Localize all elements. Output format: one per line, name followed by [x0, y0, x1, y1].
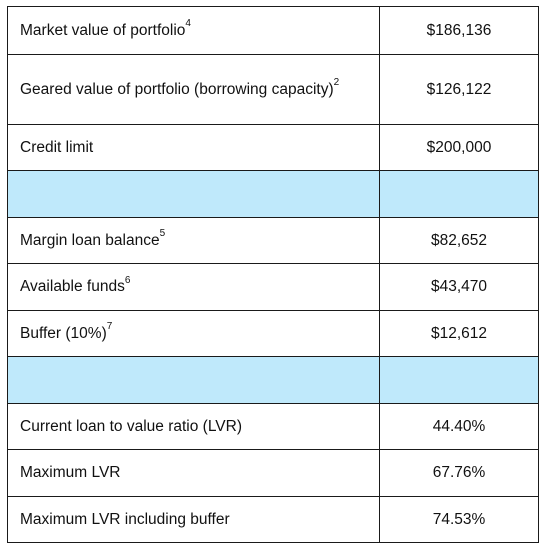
row-value: $200,000 — [379, 124, 539, 171]
row-value: $12,612 — [379, 310, 539, 357]
spacer-cell — [379, 170, 539, 218]
table-row: Geared value of portfolio (borrowing cap… — [7, 54, 539, 125]
table-body: Market value of portfolio4 $186,136 Gear… — [7, 6, 539, 543]
table-row: Credit limit $200,000 — [7, 124, 539, 171]
row-label-text: Buffer (10%) — [20, 324, 107, 342]
row-label-text: Margin loan balance — [20, 231, 160, 249]
footnote-marker: 4 — [185, 18, 191, 30]
row-value: 74.53% — [379, 496, 539, 543]
table-row: Maximum LVR including buffer 74.53% — [7, 496, 539, 543]
row-label-text: Maximum LVR including buffer — [20, 510, 230, 528]
row-value: 67.76% — [379, 449, 539, 497]
footnote-marker: 7 — [106, 321, 113, 333]
row-label: Maximum LVR including buffer — [7, 496, 380, 543]
row-label-text: Credit limit — [20, 138, 94, 156]
footnote-marker: 6 — [124, 274, 131, 286]
row-label-text: Maximum LVR — [20, 464, 121, 481]
table-row: Margin loan balance5 $82,652 — [7, 217, 539, 264]
row-label: Geared value of portfolio (borrowing cap… — [7, 54, 380, 125]
row-value: $126,122 — [379, 54, 539, 125]
row-label: Current loan to value ratio (LVR) — [7, 403, 380, 450]
table-row: Available funds6 $43,470 — [7, 263, 539, 311]
row-label: Available funds6 — [7, 263, 380, 311]
row-value: $43,470 — [379, 263, 539, 311]
table-row: Buffer (10%)7 $12,612 — [7, 310, 539, 357]
row-label-text: Market value of portfolio — [20, 21, 186, 39]
row-value: $186,136 — [379, 6, 539, 55]
spacer-cell — [7, 356, 380, 404]
table-row: Maximum LVR 67.76% — [7, 449, 539, 497]
row-label: Market value of portfolio4 — [7, 6, 380, 55]
footnote-marker: 5 — [159, 228, 166, 240]
row-label: Margin loan balance5 — [7, 217, 380, 264]
row-value: 44.40% — [379, 403, 539, 450]
table-row: Current loan to value ratio (LVR) 44.40% — [7, 403, 539, 450]
spacer-row — [7, 356, 539, 404]
row-label: Credit limit — [7, 124, 380, 171]
table-row: Market value of portfolio4 $186,136 — [7, 6, 539, 55]
spacer-row — [7, 170, 539, 218]
portfolio-summary-table: Market value of portfolio4 $186,136 Gear… — [7, 6, 539, 543]
row-label: Maximum LVR — [7, 449, 380, 497]
row-label: Buffer (10%)7 — [7, 310, 380, 357]
spacer-cell — [7, 170, 380, 218]
row-label-text: Current loan to value ratio (LVR) — [20, 417, 242, 435]
row-label-text: Geared value of portfolio (borrowing cap… — [20, 80, 334, 98]
row-label-text: Available funds — [20, 278, 125, 295]
footnote-marker: 2 — [333, 77, 340, 89]
row-value: $82,652 — [379, 217, 539, 264]
spacer-cell — [379, 356, 539, 404]
